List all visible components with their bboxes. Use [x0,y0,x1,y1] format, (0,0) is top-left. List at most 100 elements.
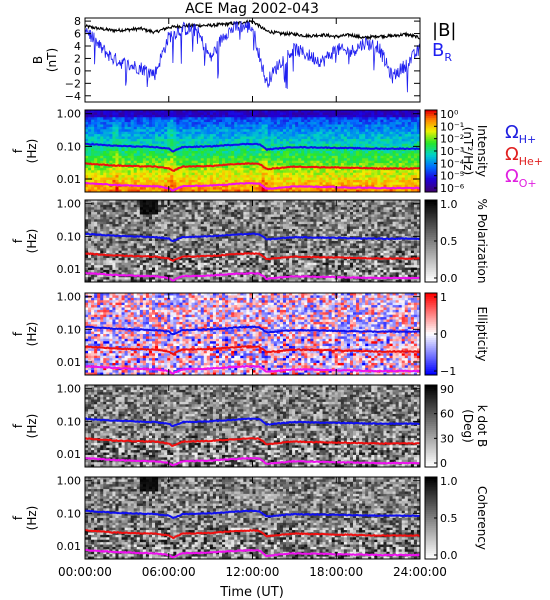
y-tick-label: 1.00 [57,198,82,211]
y-tick-label: 0.10 [57,140,82,153]
y-axis-label: f [11,331,25,336]
y-tick-label: 0.10 [57,323,82,336]
y-axis-label: f [11,423,25,428]
colorbar-label: Ellipticity [475,307,489,362]
colorbar-tick-label: 0 [440,457,447,470]
y-axis-unit: (Hz) [25,322,39,347]
gyrofrequency-line-he-plus [85,528,421,540]
y-axis-unit: (Hz) [25,139,39,164]
colorbar-tick-label: 10⁰ [440,108,459,121]
x-tick-label: 12:00:00 [226,565,280,579]
panel-frame [84,17,421,103]
colorbar-tick-label: 10⁻⁶ [440,182,465,195]
y-tick-label: −2 [65,77,81,90]
gyrofrequency-line-h-plus [84,509,421,520]
colorbar-tick-label: 60 [440,408,454,421]
colorbar-tick-label: 0.0 [440,549,458,562]
y-axis-unit: (nT) [45,48,59,72]
chart-title: ACE Mag 2002-043 [185,1,319,17]
gyrofrequency-line-h-plus [84,142,421,153]
y-tick-label: 2 [74,52,81,65]
colorbar-tick-label: 10⁻⁴ [440,157,465,170]
colorbar-tick-label: 1.0 [440,475,458,488]
y-tick-label: 0.01 [57,448,82,461]
y-axis-label: f [11,238,25,243]
heatmap-cells [85,477,421,560]
x-tick-label: 18:00:00 [309,565,363,579]
colorbar: 1.0 0.5 0.0 Coherency [424,475,489,562]
y-tick-label: 0.01 [57,173,82,186]
gyrofrequency-line-h-plus [84,232,421,243]
y-tick-label: 4 [74,40,81,53]
series-line-b-radial [84,20,421,93]
colorbar: 1 0 −1 Ellipticity [424,291,489,378]
x-tick-label: 24:00:00 [393,565,447,579]
y-tick-label: 0.01 [57,356,82,369]
y-tick-label: 0 [74,65,81,78]
colorbar-tick-label: 30 [440,432,454,445]
colorbar-tick-label: 10⁻² [440,133,464,146]
colorbar-label: k dot B [475,405,489,447]
panel-intensity: 1.00 0.10 0.01 f (Hz) 10⁰10⁻¹10⁻²10⁻³10⁻⁴10⁻⁵… [11,108,543,195]
gyrofrequency-line-he-plus [84,345,421,356]
legend-b-radial: BR [432,40,452,64]
colorbar-label: Coherency [475,486,489,550]
colorbar-tick-label: 0 [440,328,447,341]
y-axis-unit: (Hz) [25,506,39,531]
colorbar-label: Intensity [475,125,489,177]
colorbar-label: % Polarization [475,199,489,284]
y-tick-label: 0.01 [57,540,82,553]
y-tick-label: 8 [74,15,81,28]
colorbar: 90 60 30 0 k dot B(Deg) [424,383,489,470]
colorbar-tick-label: 0.0 [440,272,458,285]
colorbar-tick-label: −1 [440,365,456,378]
gyro-label-h-plus: ΩH+ [505,122,536,146]
legend-b-magnitude: |B| [432,20,456,41]
y-axis-label: B [31,56,45,64]
gyro-label-he-plus: ΩHe+ [505,144,543,168]
colorbar-frame [424,384,438,468]
y-tick-label: −4 [65,90,81,103]
gyrofrequency-line-h-plus [84,417,421,428]
heatmap-cells [85,200,421,283]
panel-polarization: 1.00 0.10 0.01 f (Hz) 1.0 0.5 0.0 % Polarization [11,198,489,285]
heatmap-cells [85,293,421,376]
x-tick-label: 00:00:00 [58,565,112,579]
gyrofrequency-line-o-plus [84,181,421,192]
colorbar-unit: (nT²/Hz) [461,127,475,175]
y-tick-label: 0.10 [57,507,82,520]
heatmap-cells [85,110,421,193]
gyrofrequency-line-o-plus [84,271,420,282]
colorbar: 1.0 0.5 0.0 % Polarization [424,198,489,285]
x-tick-label: 06:00:00 [142,565,196,579]
colorbar-tick-label: 10⁻¹ [440,120,464,133]
colorbar-tick-label: 0.5 [440,235,458,248]
colorbar-tick-label: 90 [440,383,454,396]
colorbar-tick-label: 1.0 [440,198,458,211]
y-tick-label: 1.00 [57,383,82,396]
y-axis-unit: (Hz) [25,229,39,254]
panel-coherency: 1.00 0.10 0.01 f (Hz) 1.0 0.5 0.0 Coherency [11,475,489,562]
colorbar-tick-label: 1 [440,291,447,304]
y-tick-label: 1.00 [57,475,82,488]
y-tick-label: 1.00 [57,108,82,121]
gyrofrequency-line-he-plus [84,252,421,262]
y-tick-label: 0.10 [57,230,82,243]
colorbar-tick-label: 10⁻⁵ [440,170,464,183]
y-axis-label: f [11,515,25,520]
y-axis-unit: (Hz) [25,414,39,439]
gyrofrequency-line-h-plus [84,325,421,336]
colorbar-tick-label: 0.5 [440,512,458,525]
y-tick-label: 0.10 [57,415,82,428]
y-tick-label: 1.00 [57,291,82,304]
gyrofrequency-line-o-plus [84,456,421,467]
heatmap-cells [85,385,421,468]
colorbar-unit: (Deg) [461,409,475,443]
y-tick-label: 0.01 [57,263,82,276]
x-axis-label: Time (UT) [219,585,284,600]
colorbar-tick-label: 10⁻³ [440,145,464,158]
